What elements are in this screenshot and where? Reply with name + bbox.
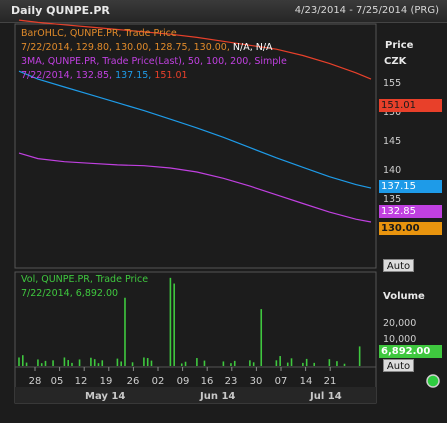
volume-tick: 10,000 [383, 334, 417, 345]
volume-legend-values: 7/22/2014, 6,892.00 [21, 288, 119, 299]
ma200-legend-value: 151.01 [154, 70, 188, 81]
month-band [15, 387, 376, 403]
ma200-value-tag: 151.01 [379, 99, 442, 112]
price-panel-frame [14, 23, 377, 269]
bar-legend-values: 7/22/2014, 129.80, 130.00, 128.75, 130.0… [21, 42, 273, 53]
ma50-line [18, 152, 372, 223]
ma100-value-tag: 137.15 [379, 180, 442, 193]
chart-title: Daily QUNPE.PR [11, 4, 110, 17]
chart-header: Daily QUNPE.PR 4/23/2014 - 7/25/2014 (PR… [0, 0, 447, 23]
date-range: 4/23/2014 - 7/25/2014 (PRG) [294, 5, 439, 16]
x-tick-label: 12 [74, 376, 88, 387]
ma200-line [18, 19, 372, 80]
month-label: Jul 14 [310, 391, 342, 402]
ma100-line [18, 70, 372, 189]
x-tick-label: 05 [50, 376, 64, 387]
bar-legend-line: BarOHLC, QUNPE.PR, Trade Price [21, 28, 177, 39]
last-price-tag: 130.00 [379, 222, 442, 235]
x-tick-label: 09 [176, 376, 190, 387]
price-tick: 140 [383, 165, 402, 176]
x-tick-label: 16 [200, 376, 214, 387]
price-axis-unit: CZK [384, 56, 407, 67]
ma50-value-tag: 132.85 [379, 205, 442, 218]
bar-legend-ohlc: 129.80, 130.00, 128.75, 130.00, [75, 42, 230, 53]
x-tick-label: 02 [151, 376, 165, 387]
price-tick: 150 [383, 107, 402, 118]
price-tick: 155 [383, 78, 402, 89]
ma100-legend-value: 137.15, [115, 70, 152, 81]
ma-legend-date: 7/22/2014, [21, 70, 73, 81]
x-tick-label: 26 [126, 376, 140, 387]
volume-tick: 20,000 [383, 318, 417, 329]
month-label: May 14 [85, 391, 126, 402]
volume-axis-title: Volume [383, 291, 425, 302]
price-tick: 135 [383, 194, 402, 205]
x-tick-label: 30 [249, 376, 263, 387]
x-tick-label: 07 [274, 376, 288, 387]
month-label: Jun 14 [200, 391, 236, 402]
price-axis-title: Price [385, 40, 414, 51]
x-tick-label: 21 [323, 376, 337, 387]
x-tick-label: 28 [28, 376, 42, 387]
x-tick-label: 14 [299, 376, 313, 387]
ma-legend-line: 3MA, QUNPE.PR, Trade Price(Last), 50, 10… [21, 56, 287, 67]
bar-legend-na: N/A, N/A [232, 42, 273, 53]
x-tick-label: 19 [99, 376, 113, 387]
status-light-icon [426, 374, 440, 388]
volume-auto-scale-button[interactable]: Auto [383, 359, 414, 372]
volume-panel-frame [14, 271, 377, 368]
price-tick: 145 [383, 136, 402, 147]
price-auto-scale-button[interactable]: Auto [383, 259, 414, 272]
ma50-legend-value: 132.85, [75, 70, 113, 81]
ma-legend-values: 7/22/2014, 132.85, 137.15, 151.01 [21, 70, 188, 81]
bar-legend-date: 7/22/2014, [21, 42, 73, 53]
volume-legend-line: Vol, QUNPE.PR, Trade Price [21, 274, 149, 285]
volume-value-tag: 6,892.00 [379, 345, 442, 358]
x-tick-label: 23 [224, 376, 238, 387]
